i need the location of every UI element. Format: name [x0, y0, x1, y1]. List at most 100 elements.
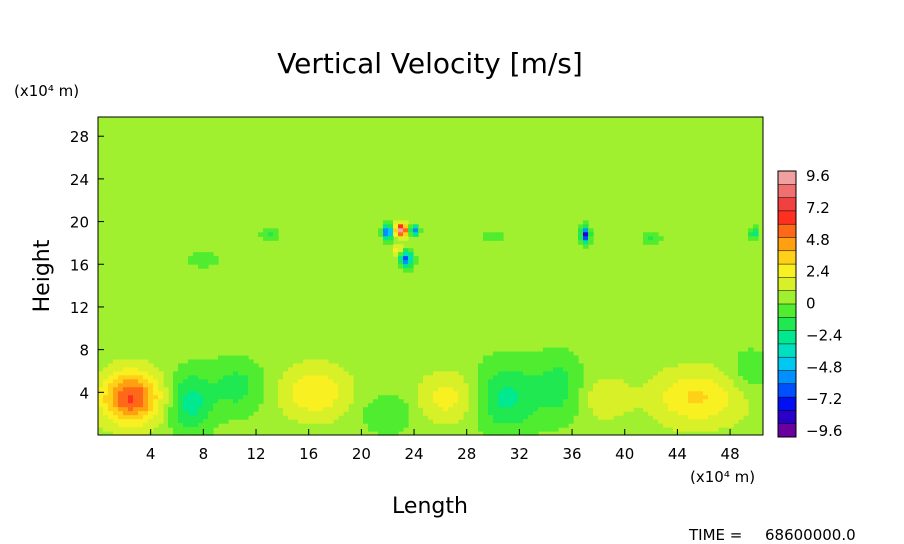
heatmap-cell	[323, 415, 329, 420]
heatmap-cell	[478, 403, 484, 408]
heatmap-cell	[603, 383, 609, 388]
heatmap-cell	[423, 387, 429, 392]
heatmap-cell	[483, 379, 489, 384]
heatmap-cell	[663, 371, 669, 376]
heatmap-cell	[663, 367, 669, 373]
heatmap-cell	[213, 395, 219, 400]
heatmap-cell	[743, 355, 749, 361]
heatmap-cell	[103, 379, 109, 384]
heatmap-cell	[548, 419, 554, 424]
heatmap-cell	[133, 415, 139, 420]
heatmap-cell	[238, 383, 244, 388]
heatmap-cell	[553, 395, 559, 400]
heatmap-cell	[163, 399, 169, 404]
heatmap-cell	[558, 403, 564, 408]
heatmap-cell	[593, 403, 599, 408]
heatmap-cell	[558, 375, 564, 380]
heatmap-cell	[233, 395, 239, 400]
heatmap-cell	[188, 260, 194, 265]
heatmap-cell	[653, 399, 659, 404]
heatmap-cell	[303, 375, 309, 380]
heatmap-cell	[563, 423, 569, 428]
heatmap-cell	[758, 375, 764, 380]
heatmap-cell	[368, 411, 374, 416]
heatmap-cell	[718, 423, 724, 428]
heatmap-cell	[123, 395, 129, 400]
heatmap-cell	[368, 403, 374, 408]
heatmap-cell	[453, 379, 459, 384]
heatmap-cell	[568, 355, 574, 361]
heatmap-cell	[718, 387, 724, 392]
heatmap-cell	[243, 371, 249, 376]
heatmap-cell	[538, 351, 544, 357]
heatmap-cell	[538, 427, 544, 432]
heatmap-cell	[288, 391, 294, 396]
heatmap-cell	[698, 387, 704, 392]
heatmap-cell	[333, 379, 339, 384]
heatmap-cell	[573, 407, 579, 412]
heatmap-cell	[568, 363, 574, 369]
heatmap-cell	[668, 391, 674, 396]
heatmap-cell	[263, 228, 269, 233]
heatmap-cell	[538, 415, 544, 420]
heatmap-cell	[683, 403, 689, 408]
heatmap-cell	[513, 395, 519, 400]
heatmap-cell	[173, 407, 179, 412]
heatmap-cell	[228, 411, 234, 416]
heatmap-cell	[348, 399, 354, 404]
heatmap-cell	[733, 391, 739, 396]
heatmap-cell	[728, 379, 734, 384]
heatmap-cell	[223, 391, 229, 396]
heatmap-cell	[498, 363, 504, 369]
heatmap-cell	[198, 399, 204, 404]
heatmap-cell	[678, 427, 684, 432]
heatmap-cell	[513, 399, 519, 404]
heatmap-cell	[228, 383, 234, 388]
heatmap-cell	[133, 399, 139, 404]
heatmap-cell	[498, 399, 504, 404]
heatmap-cell	[578, 240, 584, 245]
heatmap-cell	[548, 395, 554, 400]
heatmap-cell	[388, 224, 394, 229]
heatmap-cell	[143, 419, 149, 424]
heatmap-cell	[568, 391, 574, 396]
heatmap-cell	[443, 379, 449, 384]
heatmap-cell	[653, 240, 659, 245]
heatmap-cell	[573, 387, 579, 392]
heatmap-cell	[393, 419, 399, 424]
heatmap-cell	[108, 375, 114, 380]
heatmap-cell	[203, 431, 209, 436]
heatmap-cell	[718, 375, 724, 380]
heatmap-cell	[748, 367, 754, 373]
heatmap-cell	[573, 371, 579, 376]
heatmap-cell	[533, 427, 539, 432]
heatmap-cell	[123, 371, 129, 376]
heatmap-cell	[658, 407, 664, 412]
heatmap-cell	[603, 415, 609, 420]
heatmap-cell	[748, 375, 754, 380]
heatmap-cell	[513, 363, 519, 369]
heatmap-cell	[153, 395, 159, 400]
heatmap-cell	[648, 232, 654, 237]
heatmap-cell	[698, 407, 704, 412]
heatmap-cell	[128, 379, 134, 384]
heatmap-cell	[243, 407, 249, 412]
heatmap-cell	[208, 419, 214, 424]
heatmap-cell	[198, 411, 204, 416]
heatmap-cell	[378, 399, 384, 404]
heatmap-cell	[538, 375, 544, 380]
heatmap-cell	[718, 403, 724, 408]
heatmap-cell	[258, 399, 264, 404]
y-tick-label: 12	[70, 299, 89, 317]
heatmap-cell	[498, 351, 504, 357]
heatmap-cell	[328, 403, 334, 408]
heatmap-cell	[558, 379, 564, 384]
heatmap-cell	[388, 399, 394, 404]
colorbar-label: −7.2	[806, 390, 842, 408]
heatmap-cell	[248, 395, 254, 400]
heatmap-cell	[638, 391, 644, 396]
heatmap-cell	[563, 363, 569, 369]
heatmap-cell	[98, 399, 104, 404]
heatmap-cell	[543, 379, 549, 384]
heatmap-cell	[508, 431, 514, 436]
